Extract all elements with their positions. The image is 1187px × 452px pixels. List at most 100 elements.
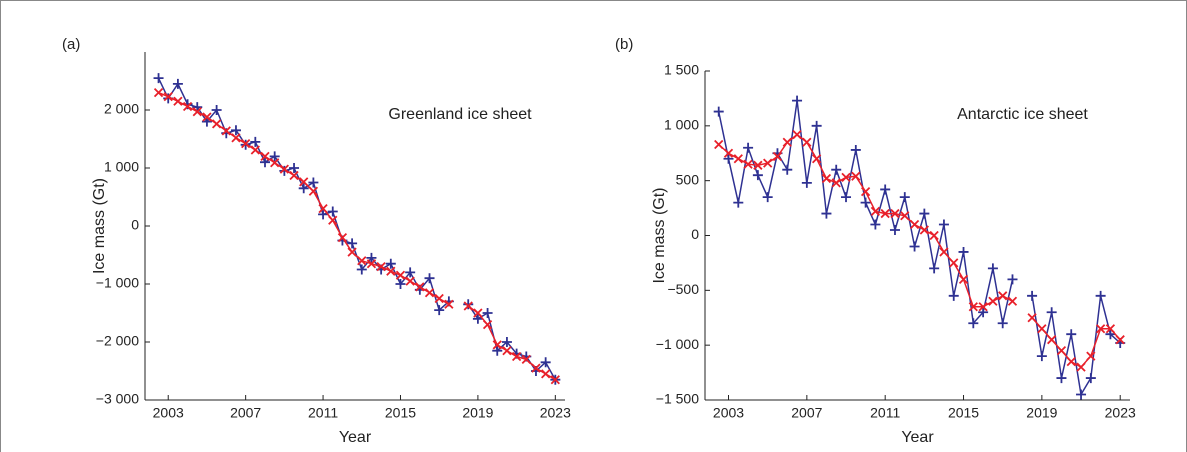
x-tick-label: 2019 <box>1026 405 1057 421</box>
data-point <box>733 154 743 164</box>
data-point <box>444 299 454 309</box>
data-point <box>1047 335 1057 345</box>
data-point <box>415 282 425 292</box>
data-point <box>182 101 193 112</box>
data-point <box>327 206 338 217</box>
data-point <box>909 219 920 230</box>
data-point <box>919 225 929 235</box>
data-point <box>714 139 724 150</box>
y-tick-label: −1 000 <box>656 336 699 352</box>
data-point <box>1076 389 1087 400</box>
data-point <box>968 302 978 312</box>
data-point <box>308 186 319 196</box>
x-axis-label: Year <box>901 429 934 446</box>
data-point <box>998 291 1008 301</box>
data-point <box>550 375 560 385</box>
data-point <box>948 290 959 301</box>
data-point <box>434 293 444 304</box>
data-point <box>821 208 832 219</box>
panel-label: (a) <box>62 36 80 53</box>
data-point <box>211 105 222 115</box>
data-point <box>997 318 1008 329</box>
data-point <box>743 142 754 153</box>
data-point <box>1066 329 1077 340</box>
data-point <box>733 197 744 208</box>
y-tick-label: −3 000 <box>96 391 139 407</box>
data-point <box>260 151 270 162</box>
data-point <box>889 225 900 236</box>
data-point <box>880 184 891 195</box>
data-point <box>860 186 871 197</box>
y-tick-label: 0 <box>691 226 699 242</box>
data-point <box>900 211 910 221</box>
data-point <box>723 153 734 164</box>
x-tick-label: 2015 <box>385 405 416 421</box>
data-point <box>929 230 939 241</box>
x-tick-label: 2019 <box>462 405 493 421</box>
data-point <box>1095 290 1106 301</box>
x-tick-label: 2003 <box>153 405 184 421</box>
annotation: Greenland ice sheet <box>388 106 532 123</box>
data-point <box>337 232 348 243</box>
data-point <box>279 164 289 174</box>
data-point <box>713 106 724 117</box>
data-point <box>860 197 871 208</box>
y-tick-label: −2 000 <box>96 333 139 349</box>
data-point <box>501 337 512 347</box>
y-tick-label: 2 000 <box>104 101 139 117</box>
data-point <box>1066 356 1076 367</box>
y-tick-label: −500 <box>667 281 699 297</box>
data-point <box>1095 324 1106 334</box>
y-tick-label: −1 000 <box>96 275 139 291</box>
data-point <box>939 247 949 257</box>
x-axis-label: Year <box>339 429 372 446</box>
data-point <box>250 145 260 155</box>
data-point <box>366 252 377 263</box>
y-tick-label: −1 500 <box>656 391 699 407</box>
data-point <box>482 319 493 330</box>
x-tick-label: 2007 <box>230 405 261 421</box>
data-point <box>978 302 988 312</box>
x-tick-label: 2011 <box>308 405 338 421</box>
data-point <box>463 301 473 311</box>
data-point <box>938 219 949 230</box>
data-point <box>782 137 792 147</box>
data-point <box>241 139 251 149</box>
data-point <box>851 171 861 181</box>
data-point <box>231 133 241 143</box>
data-point <box>841 172 851 183</box>
data-point <box>221 126 231 136</box>
data-point <box>831 164 842 175</box>
data-point <box>492 345 503 356</box>
data-point <box>958 246 969 257</box>
data-point <box>890 208 900 219</box>
x-tick-label: 2023 <box>540 405 571 421</box>
data-point <box>958 274 969 285</box>
data-point <box>1046 307 1057 318</box>
data-point <box>540 357 551 368</box>
data-point <box>385 258 396 269</box>
data-point <box>347 247 357 257</box>
data-point <box>880 208 890 219</box>
data-point <box>1105 324 1116 334</box>
data-point <box>521 354 531 365</box>
x-tick-label: 2003 <box>713 405 744 421</box>
data-point <box>386 266 396 276</box>
data-point <box>347 238 358 249</box>
data-point <box>424 288 435 298</box>
x-tick-label: 2015 <box>948 405 979 421</box>
data-point <box>1027 290 1038 301</box>
x-tick-label: 2007 <box>791 405 822 421</box>
data-point <box>968 318 979 329</box>
data-point <box>531 363 541 373</box>
series-line <box>718 133 1121 369</box>
data-point <box>366 259 377 269</box>
data-point <box>511 351 522 362</box>
data-point <box>230 125 241 136</box>
data-point <box>192 107 202 117</box>
panel-label: (b) <box>615 36 633 53</box>
data-point <box>270 158 280 168</box>
data-point <box>988 296 998 306</box>
